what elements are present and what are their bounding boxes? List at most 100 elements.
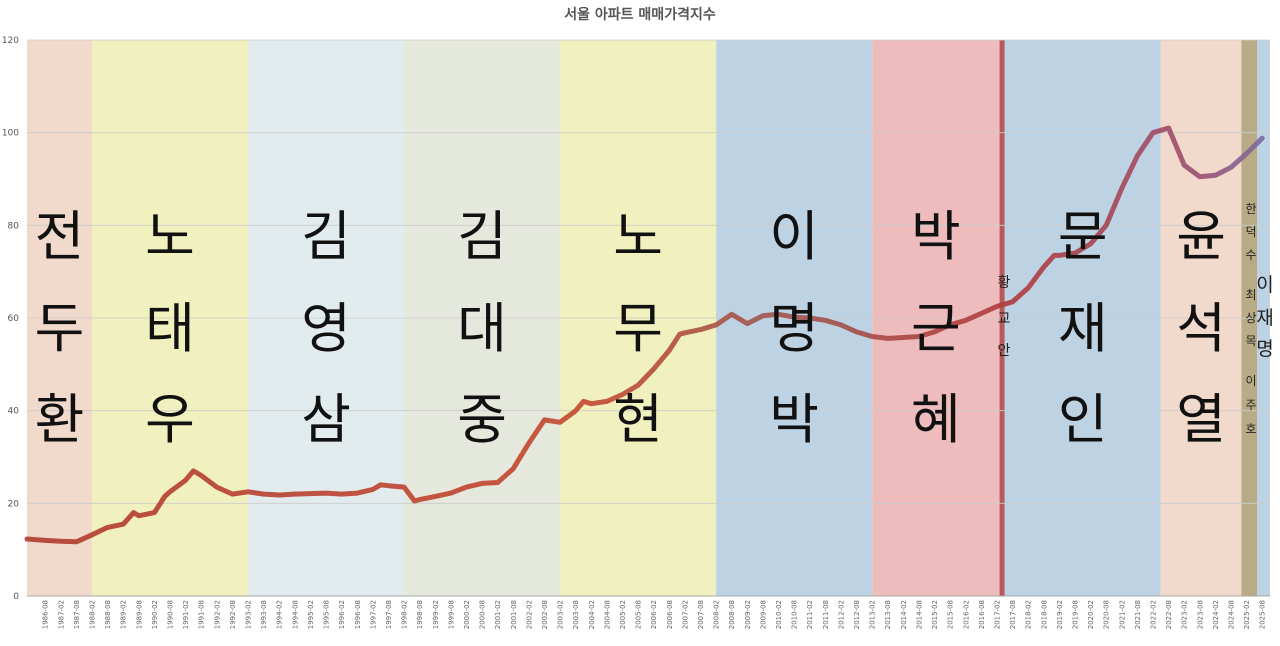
x-tick-label: 1998-08 [416,600,424,629]
president-name-char: 삼 [301,388,351,451]
x-tick-label: 2004-02 [588,600,596,629]
x-tick-label: 1989-08 [135,600,143,629]
president-name-char: 영 [301,297,351,360]
x-tick-label: 1988-08 [104,600,112,629]
x-tick-label: 2004-08 [603,600,611,629]
x-tick-label: 2009-08 [759,600,767,629]
president-name-char: 근 [911,297,961,360]
x-tick-label: 2002-02 [525,600,533,629]
president-name-char: 목 [1245,334,1256,348]
x-tick-label: 1999-02 [432,600,440,629]
x-tick-label: 2006-02 [650,600,658,629]
x-tick-label: 1987-08 [73,600,81,629]
x-tick-label: 1993-02 [245,600,253,629]
x-tick-label: 2015-02 [931,600,939,629]
x-tick-label: 2003-08 [572,600,580,629]
chart-title: 서울 아파트 매매가격지수 [564,6,716,23]
president-name-char: 교 [998,311,1011,327]
president-name-char: 이 [1256,274,1273,296]
president-name-char: 전 [35,205,85,268]
x-tick-label: 2001-02 [494,600,502,629]
president-name-char: 우 [145,388,195,451]
x-tick-label: 2000-08 [479,600,487,629]
x-tick-label: 2024-08 [1227,600,1235,629]
y-tick-label: 40 [8,407,20,417]
x-tick-label: 2020-08 [1103,600,1111,629]
president-name-char: 재 [1058,297,1108,360]
x-tick-label: 2022-02 [1149,600,1157,629]
x-tick-label: 2020-02 [1087,600,1095,629]
president-name-char: 석 [1176,297,1226,360]
president-name-char: 이 [769,205,819,268]
x-tick-label: 2016-02 [962,600,970,629]
x-tick-label: 2008-02 [713,600,721,629]
x-tick-label: 2012-02 [837,600,845,629]
president-name-char: 김 [457,205,507,268]
president-name-char: 안 [998,343,1011,359]
x-tick-label: 1992-08 [229,600,237,629]
x-tick-label: 2023-08 [1196,600,1204,629]
x-tick-label: 2013-02 [869,600,877,629]
president-name-char: 노 [145,205,195,268]
x-tick-label: 2001-08 [510,600,518,629]
x-tick-label: 1986-08 [42,600,50,629]
x-tick-label: 2011-08 [822,600,830,629]
x-tick-label: 1995-02 [307,600,315,629]
president-name-char: 노 [613,205,663,268]
series-line-group [24,125,1265,545]
president-name-char: 황 [998,275,1011,291]
x-tick-label: 2021-02 [1118,600,1126,629]
president-name-char: 대 [457,297,507,360]
y-tick-label: 60 [8,314,20,324]
x-tick-label: 2002-08 [541,600,549,629]
x-tick-label: 1994-02 [276,600,284,629]
president-labels: 전두환노태우김영삼김대중노무현이명박박근혜황교안문재인윤석열한덕수최상목이주호이… [35,202,1274,451]
x-tick-label: 2008-08 [728,600,736,629]
x-tick-label: 1997-08 [385,600,393,629]
series-line [24,125,1265,545]
x-tick-label: 1994-08 [291,600,299,629]
x-tick-label: 1993-08 [260,600,268,629]
president-name-char: 열 [1176,388,1226,451]
president-name-char: 두 [35,297,85,360]
president-name-char: 한 [1245,202,1256,216]
x-tick-label: 1992-02 [213,600,221,629]
y-tick-label: 0 [13,592,19,602]
x-tick-label: 2018-08 [1040,600,1048,629]
x-tick-label: 2025-08 [1259,600,1267,629]
y-tick-label: 100 [2,129,19,139]
x-tick-label: 2019-08 [1071,600,1079,629]
president-name-char: 명 [1256,338,1273,360]
x-tick-label: 1997-02 [369,600,377,629]
x-axis-ticks: 1986-08 1987-02 1987-08 1988-02 1988-08 1989-… [42,600,1267,629]
x-tick-label: 1996-02 [338,600,346,629]
y-axis-ticks: 0 20 40 60 80 100 120 [2,36,19,602]
president-name-char: 상 [1245,311,1256,325]
president-name-char: 주 [1245,398,1256,412]
x-tick-label: 1988-02 [89,600,97,629]
grid-lines [27,39,1270,597]
president-name-char: 김 [301,205,351,268]
x-tick-label: 1991-08 [198,600,206,629]
x-tick-label: 1996-08 [354,600,362,629]
x-tick-label: 2018-02 [1025,600,1033,629]
x-tick-label: 2007-08 [697,600,705,629]
x-tick-label: 2025-02 [1243,600,1251,629]
x-tick-label: 1990-08 [167,600,175,629]
x-tick-label: 1990-02 [151,600,159,629]
x-tick-label: 2019-02 [1056,600,1064,629]
x-tick-label: 1987-02 [57,600,65,629]
x-tick-label: 2011-02 [806,600,814,629]
x-tick-label: 1989-02 [120,600,128,629]
president-name-char: 문 [1058,205,1108,268]
x-tick-label: 2013-08 [884,600,892,629]
x-tick-label: 2007-02 [681,600,689,629]
president-name-char: 박 [911,205,961,268]
x-tick-label: 1998-02 [401,600,409,629]
x-tick-label: 2005-02 [619,600,627,629]
x-tick-label: 2010-02 [775,600,783,629]
president-name-char: 이 [1245,374,1256,388]
y-tick-label: 80 [8,221,20,231]
